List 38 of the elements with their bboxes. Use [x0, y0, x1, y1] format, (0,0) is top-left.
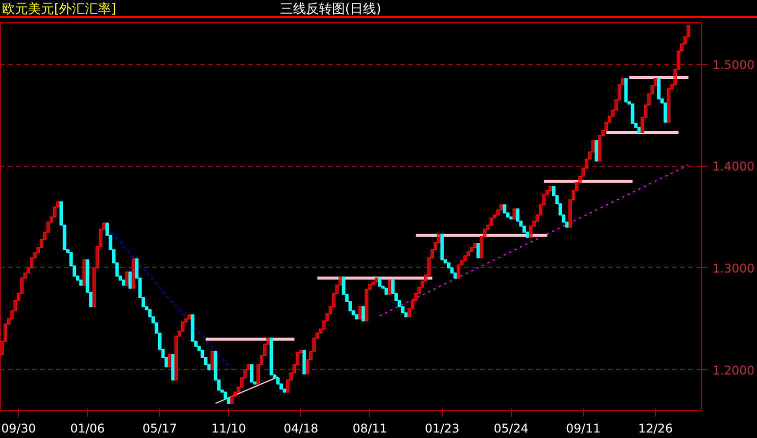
candlestick: [250, 364, 254, 382]
candlestick: [594, 140, 598, 162]
candlestick: [664, 102, 668, 123]
candlestick: [82, 259, 86, 286]
y-tick-label: 1.5000: [712, 58, 754, 72]
y-tick-label: 1.4000: [712, 160, 754, 174]
candlestick: [388, 280, 392, 295]
candlestick: [456, 264, 460, 279]
candlestick: [230, 396, 234, 404]
x-tick-label: 05/24: [494, 422, 528, 436]
y-tick-label: 1.3000: [712, 261, 754, 276]
candlestick: [463, 255, 467, 262]
x-tick-label: 12/26: [638, 422, 673, 436]
candlestick: [125, 272, 129, 286]
y-tick-label: 1.2000: [712, 363, 754, 378]
x-tick-label: 01/06: [70, 422, 105, 436]
candlestick: [666, 88, 670, 123]
x-tick-label: 05/17: [142, 422, 178, 436]
candlestick: [128, 272, 132, 289]
x-tick-label: 01/23: [424, 422, 460, 436]
candlestick: [132, 258, 136, 289]
candlestick: [630, 103, 634, 124]
candlestick: [358, 306, 362, 320]
chart-title: 欧元美元[外汇汇率]: [2, 1, 116, 19]
candlestick: [476, 242, 480, 258]
chart-subtitle: 三线反转图(日线): [280, 1, 382, 19]
candlestick: [512, 208, 516, 220]
candlestick: [210, 350, 214, 370]
x-tick-label: 11/10: [211, 422, 246, 436]
candlestick: [302, 350, 306, 374]
x-tick-label: 09/30: [1, 422, 36, 436]
x-tick-label: 08/11: [352, 422, 388, 436]
candlestick: [168, 354, 172, 368]
x-tick-label: 09/11: [566, 422, 601, 436]
candlestick: [624, 78, 628, 102]
candlestick: [362, 306, 366, 322]
x-tick-label: 04/18: [284, 422, 318, 436]
candlestick: [657, 78, 661, 100]
